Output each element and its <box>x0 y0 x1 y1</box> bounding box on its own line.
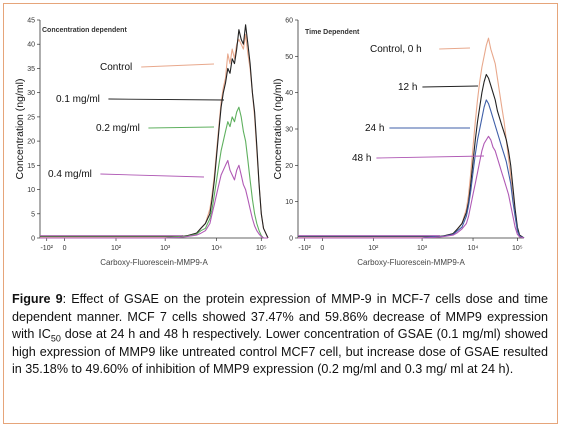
chart2-xtick-label: 10³ <box>417 245 428 252</box>
chart1-leader-line-4 <box>100 173 205 178</box>
chart2-series-label-2: 12 h <box>398 82 417 93</box>
chart2-leader-line-2 <box>422 85 479 88</box>
caption-text-1: : Effect of GSAE on the protein expressi… <box>12 292 548 341</box>
chart1-series-label-3: 0.2 mg/ml <box>96 123 140 134</box>
chart2-ylabel: Concentration (ng/ml) <box>272 79 284 180</box>
chart1-xtick-label: 10² <box>111 245 122 252</box>
chart1-ytick-label: 35 <box>27 66 35 73</box>
chart1-ylabel: Concentration (ng/ml) <box>14 79 26 180</box>
chart1-series-label-1: Control <box>100 62 132 73</box>
chart1-ytick-label: 30 <box>27 90 35 97</box>
chart2-series-label-1: Control, 0 h <box>370 44 422 55</box>
chart1-xtick-label: -10² <box>40 245 53 252</box>
chart1-ytick-label: 45 <box>27 18 35 25</box>
chart1-series-line-4 <box>40 159 268 239</box>
caption-label: Figure 9 <box>12 292 63 306</box>
chart2-ytick-label: 0 <box>289 236 293 243</box>
chart1-xtick-label: 10⁴ <box>211 245 222 252</box>
chart2-series-label-3: 24 h <box>365 123 384 134</box>
chart2-xtick-label: 10² <box>368 245 379 252</box>
chart1-title: Concentration dependent <box>42 27 127 34</box>
chart1-ytick-label: 10 <box>27 187 35 194</box>
figure-charts: 0 5 10 15 20 25 30 35 40 45 -10² 0 10² 10³ 10⁴ 10⁵ Carbo… <box>14 18 525 267</box>
chart1-leader-line-3 <box>148 126 215 129</box>
chart2-leader-line-1 <box>439 47 471 50</box>
chart1-series-label-2: 0.1 mg/ml <box>56 94 100 105</box>
chart2-ytick-label: 30 <box>285 127 293 134</box>
chart1-xlabel: Carboxy-Fluorescein-MMP9-A <box>100 258 208 267</box>
chart1-ytick-label: 5 <box>31 211 35 218</box>
chart2-ytick-label: 60 <box>285 18 293 25</box>
chart1-xtick-label: 10⁵ <box>256 245 267 252</box>
chart1-series-line-1 <box>40 33 269 239</box>
chart1-leader-line-2 <box>108 98 225 101</box>
chart1-ytick-label: 0 <box>31 236 35 243</box>
chart2-xtick-label: -10² <box>298 245 311 252</box>
chart1-xtick-label: 10³ <box>160 245 171 252</box>
chart2-xtick-label: 10⁵ <box>512 245 523 252</box>
chart1-xtick-label: 0 <box>63 245 67 252</box>
chart1-ytick-label: 20 <box>27 139 35 146</box>
chart2-series-line-4 <box>298 135 525 239</box>
figure-caption: Figure 9: Effect of GSAE on the protein … <box>12 291 548 379</box>
chart1-series-label-4: 0.4 mg/ml <box>48 169 92 180</box>
chart2-xtick-label: 10⁴ <box>468 245 479 252</box>
chart2-series-label-4: 48 h <box>352 153 371 164</box>
chart2-ytick-label: 50 <box>285 54 293 61</box>
chart2-xlabel: Carboxy-Fluorescein-MMP9-A <box>357 258 465 267</box>
caption-text-2: dose at 24 h and 48 h respectively. Lowe… <box>12 327 548 376</box>
chart2-title: Time Dependent <box>305 29 360 36</box>
chart2-ytick-label: 20 <box>285 163 293 170</box>
chart1-ytick-label: 15 <box>27 163 35 170</box>
chart2-series-line-3 <box>298 99 525 239</box>
chart2-leader-line-4 <box>376 155 485 159</box>
chart1-ytick-label: 25 <box>27 114 35 121</box>
chart2-series-line-2 <box>298 73 525 239</box>
chart1-leader-line-1 <box>141 63 215 68</box>
chart2-ytick-label: 40 <box>285 90 293 97</box>
chart2-xtick-label: 0 <box>320 245 324 252</box>
chart1-ytick-label: 40 <box>27 42 35 49</box>
chart2-ytick-label: 10 <box>285 199 293 206</box>
caption-subscript: 50 <box>50 333 61 344</box>
